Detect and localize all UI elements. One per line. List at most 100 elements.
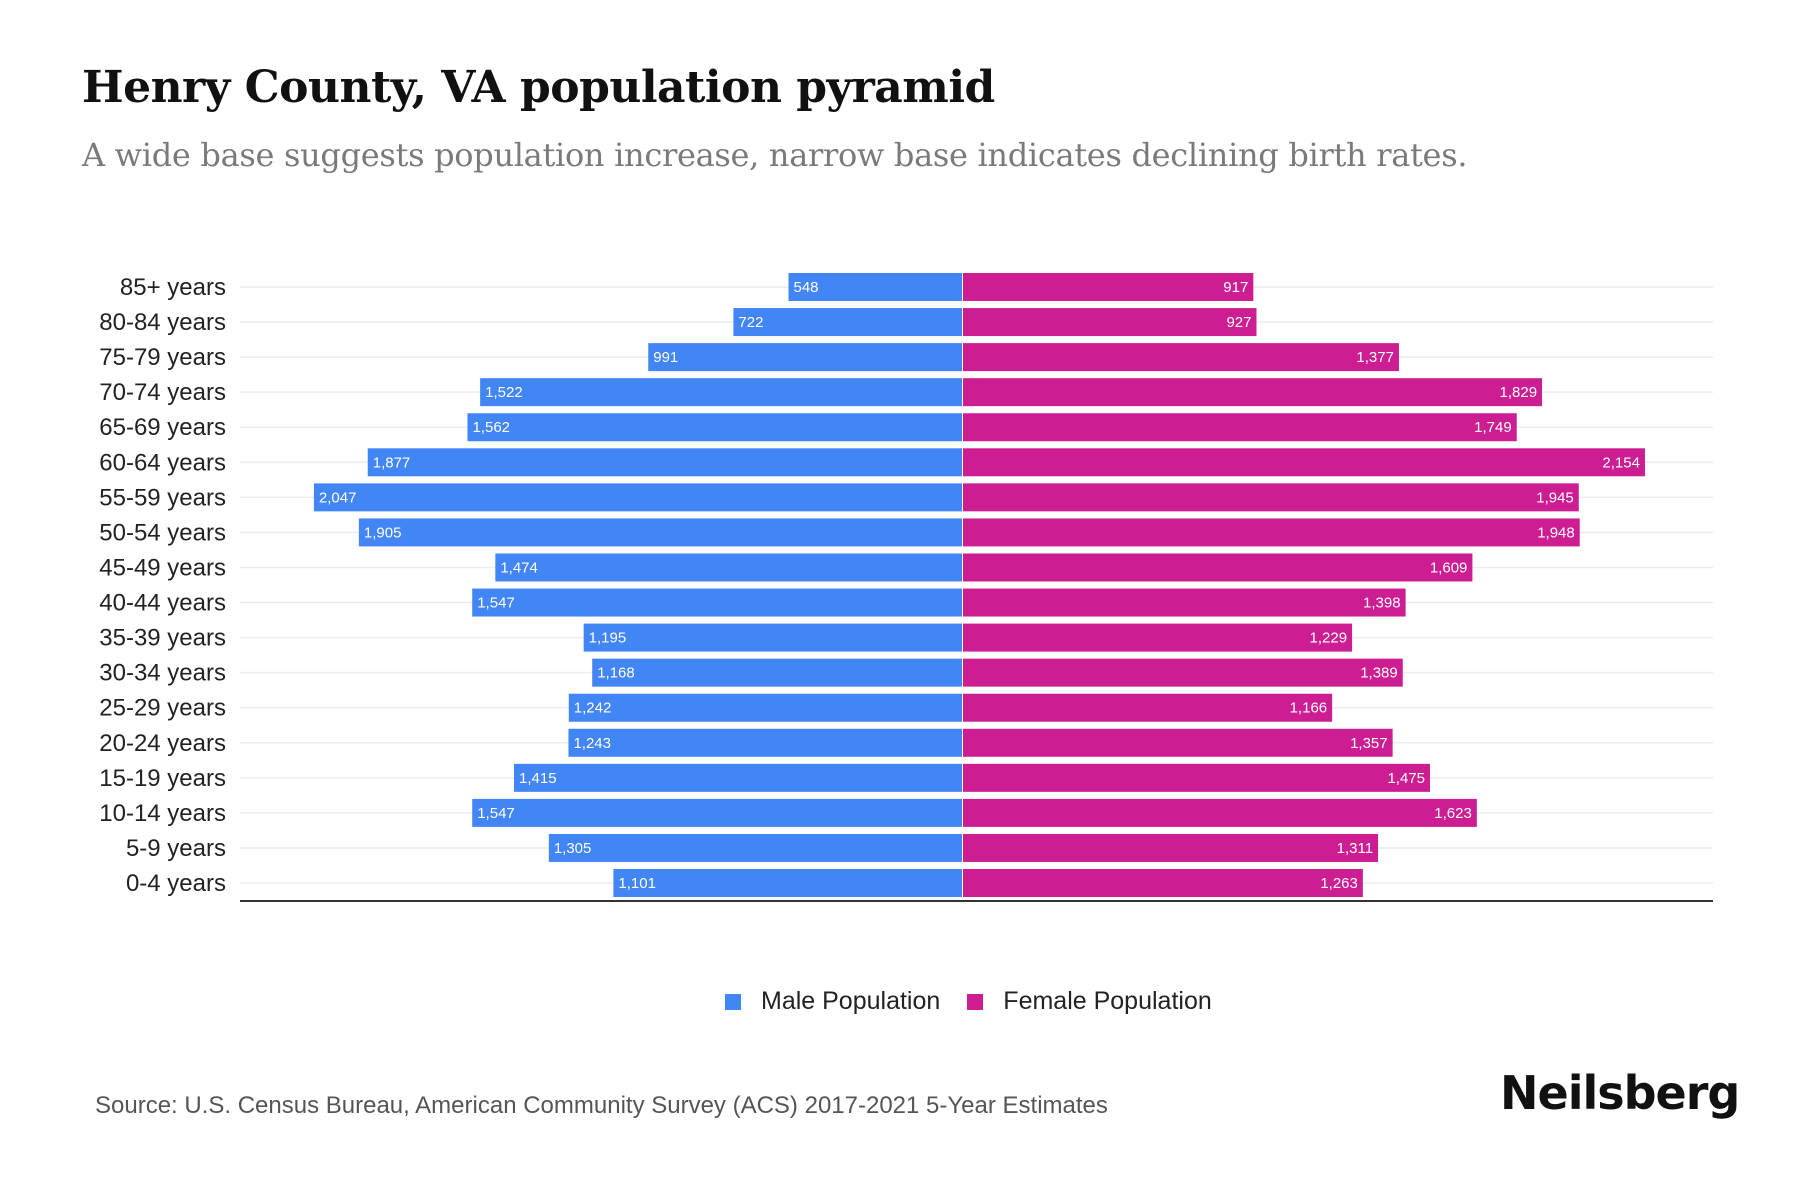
female-bar [963, 273, 1254, 301]
legend-swatch-male [725, 993, 741, 1010]
male-bar [472, 798, 962, 827]
legend-swatch-female [967, 993, 984, 1010]
chart-title: Henry County, VA population pyramid [82, 62, 995, 113]
male-bar [548, 833, 962, 862]
legend-item-male[interactable]: Male Population [725, 987, 940, 1016]
category-label: 50-54 years [99, 519, 226, 546]
category-label: 40-44 years [99, 590, 226, 617]
legend-label-male: Male Population [761, 987, 941, 1015]
male-data-label: 991 [653, 349, 678, 366]
male-bar [367, 448, 962, 477]
category-label: 80-84 years [99, 309, 226, 336]
male-data-label: 1,168 [597, 665, 635, 682]
male-bar [495, 553, 962, 582]
source-note: Source: U.S. Census Bureau, American Com… [95, 1092, 1108, 1119]
female-data-label: 1,945 [1536, 489, 1574, 506]
female-bar [963, 413, 1517, 442]
category-label: 20-24 years [99, 730, 226, 757]
male-data-label: 1,243 [573, 735, 611, 752]
category-label: 85+ years [120, 274, 226, 301]
female-data-label: 1,609 [1430, 559, 1468, 576]
male-data-label: 548 [794, 279, 819, 296]
male-bar [313, 483, 962, 512]
male-bar [568, 728, 962, 757]
male-data-label: 1,415 [519, 770, 557, 787]
male-bar [467, 413, 962, 442]
female-bar [963, 658, 1403, 687]
category-label: 10-14 years [99, 800, 226, 827]
male-bar [613, 869, 962, 898]
female-data-label: 1,829 [1500, 384, 1538, 401]
female-bar [963, 378, 1543, 407]
male-data-label: 1,547 [477, 595, 515, 612]
male-data-label: 1,101 [618, 875, 656, 892]
chart-subtitle: A wide base suggests population increase… [82, 136, 1468, 174]
male-data-label: 1,195 [589, 630, 627, 647]
male-data-label: 722 [738, 314, 763, 331]
male-data-label: 2,047 [319, 489, 357, 506]
male-bar [472, 588, 962, 617]
legend: Male Population Female Population [725, 987, 1239, 1016]
male-bar [480, 378, 962, 407]
category-label: 30-34 years [99, 660, 226, 687]
male-bar [583, 623, 962, 652]
female-bar [963, 693, 1333, 722]
female-bar [963, 588, 1406, 617]
male-data-label: 1,562 [472, 419, 510, 436]
female-bar [963, 343, 1399, 372]
legend-item-female[interactable]: Female Population [967, 987, 1212, 1016]
female-bar [963, 483, 1579, 512]
male-bar [568, 693, 962, 722]
category-label: 15-19 years [99, 765, 226, 792]
male-bar [648, 343, 962, 372]
category-label: 25-29 years [99, 695, 226, 722]
female-bar [963, 553, 1473, 582]
gridlines [240, 286, 1713, 884]
female-bar [963, 623, 1353, 652]
female-bar [963, 308, 1257, 337]
male-bar [358, 518, 962, 547]
category-label: 5-9 years [126, 835, 226, 862]
female-bar [963, 518, 1580, 547]
brand-logo[interactable]: Neilsberg [1500, 1066, 1740, 1120]
female-data-label: 1,948 [1537, 524, 1575, 541]
male-bar [592, 658, 962, 687]
female-bar [963, 448, 1645, 477]
male-bar [733, 308, 962, 337]
male-data-label: 1,474 [500, 559, 538, 576]
male-bar [514, 763, 962, 792]
female-data-label: 1,311 [1337, 840, 1373, 857]
female-data-label: 1,623 [1434, 805, 1472, 822]
category-label: 55-59 years [99, 484, 226, 511]
category-label: 60-64 years [99, 449, 226, 476]
female-data-label: 2,154 [1602, 454, 1640, 471]
female-bar [963, 728, 1393, 757]
category-label: 70-74 years [99, 379, 226, 406]
female-data-label: 1,475 [1387, 770, 1425, 787]
female-data-label: 1,263 [1320, 875, 1358, 892]
female-data-label: 1,389 [1360, 665, 1398, 682]
male-data-label: 1,877 [373, 454, 411, 471]
male-data-label: 1,305 [554, 840, 592, 857]
female-data-label: 1,229 [1310, 630, 1348, 647]
female-bar [963, 869, 1363, 898]
population-pyramid-chart: 548 722 991 1,522 1,562 1,877 2,047 1,905 1,474 1… [99, 273, 1713, 902]
female-bar [963, 833, 1379, 862]
female-data-label: 917 [1223, 279, 1248, 296]
female-data-label: 1,398 [1363, 595, 1401, 612]
category-label: 35-39 years [99, 625, 226, 652]
male-bar [788, 273, 962, 301]
category-label: 0-4 years [126, 870, 226, 897]
category-label: 45-49 years [99, 554, 226, 581]
female-data-label: 927 [1226, 314, 1251, 331]
legend-label-female: Female Population [1003, 987, 1212, 1015]
bars: 548 722 991 1,522 1,562 1,877 2,047 1,905 1,474 1… [313, 273, 1645, 898]
category-labels: 85+ years 80-84 years 75-79 years 70-74 yea… [99, 274, 226, 897]
category-label: 65-69 years [99, 414, 226, 441]
female-data-label: 1,377 [1356, 349, 1394, 366]
female-bar [963, 798, 1477, 827]
female-data-label: 1,749 [1474, 419, 1512, 436]
male-data-label: 1,905 [364, 524, 402, 541]
male-data-label: 1,522 [485, 384, 523, 401]
female-data-label: 1,357 [1350, 735, 1388, 752]
